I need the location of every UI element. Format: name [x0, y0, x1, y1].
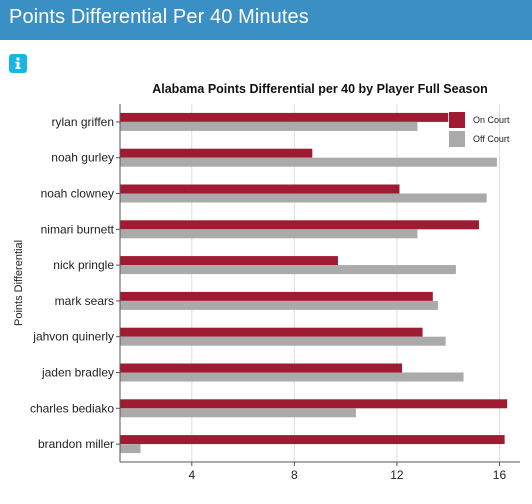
y-category-label: noah gurley	[51, 151, 114, 165]
bar-on-court	[120, 148, 313, 158]
page-header: Points Differential Per 40 Minutes	[0, 0, 532, 40]
bar-on-court	[120, 399, 508, 409]
bar-on-court	[120, 112, 449, 122]
bar-on-court	[120, 220, 479, 230]
legend-swatch	[449, 112, 465, 128]
page-title: Points Differential Per 40 Minutes	[9, 6, 309, 28]
bar-off-court	[120, 193, 487, 203]
bar-on-court	[120, 327, 423, 337]
bar-off-court	[120, 157, 497, 167]
x-tick-label: 16	[493, 468, 507, 482]
bar-on-court	[120, 363, 403, 373]
y-category-label: rylan griffen	[52, 115, 114, 129]
y-category-label: jaden bradley	[41, 366, 114, 380]
bar-off-court	[120, 121, 418, 131]
bar-off-court	[120, 300, 438, 310]
legend-swatch	[449, 131, 465, 147]
bar-off-court	[120, 408, 356, 418]
y-category-label: nick pringle	[53, 258, 114, 272]
bar-off-court	[120, 229, 418, 239]
y-category-label: nimari burnett	[41, 222, 115, 236]
y-category-label: mark sears	[55, 294, 114, 308]
y-category-label: charles bediako	[30, 401, 114, 415]
bar-off-court	[120, 372, 464, 382]
y-axis-label: Points Differential	[13, 240, 25, 326]
x-tick-label: 4	[188, 468, 195, 482]
y-category-label: noah clowney	[41, 187, 114, 201]
bar-off-court	[120, 444, 141, 454]
chart-title: Alabama Points Differential per 40 by Pl…	[152, 82, 488, 96]
x-tick-label: 12	[390, 468, 404, 482]
y-category-label: jahvon quinerly	[32, 330, 114, 344]
info-button[interactable]	[9, 54, 27, 73]
bar-off-court	[120, 336, 446, 346]
bar-on-court	[120, 435, 505, 445]
y-category-label: brandon miller	[38, 437, 114, 451]
bar-on-court	[120, 184, 400, 194]
bar-on-court	[120, 256, 338, 266]
legend-label: Off Court	[473, 134, 510, 144]
x-tick-label: 8	[291, 468, 298, 482]
bar-off-court	[120, 265, 456, 275]
bar-on-court	[120, 291, 433, 301]
legend-label: On Court	[473, 115, 510, 125]
info-icon	[15, 57, 21, 69]
